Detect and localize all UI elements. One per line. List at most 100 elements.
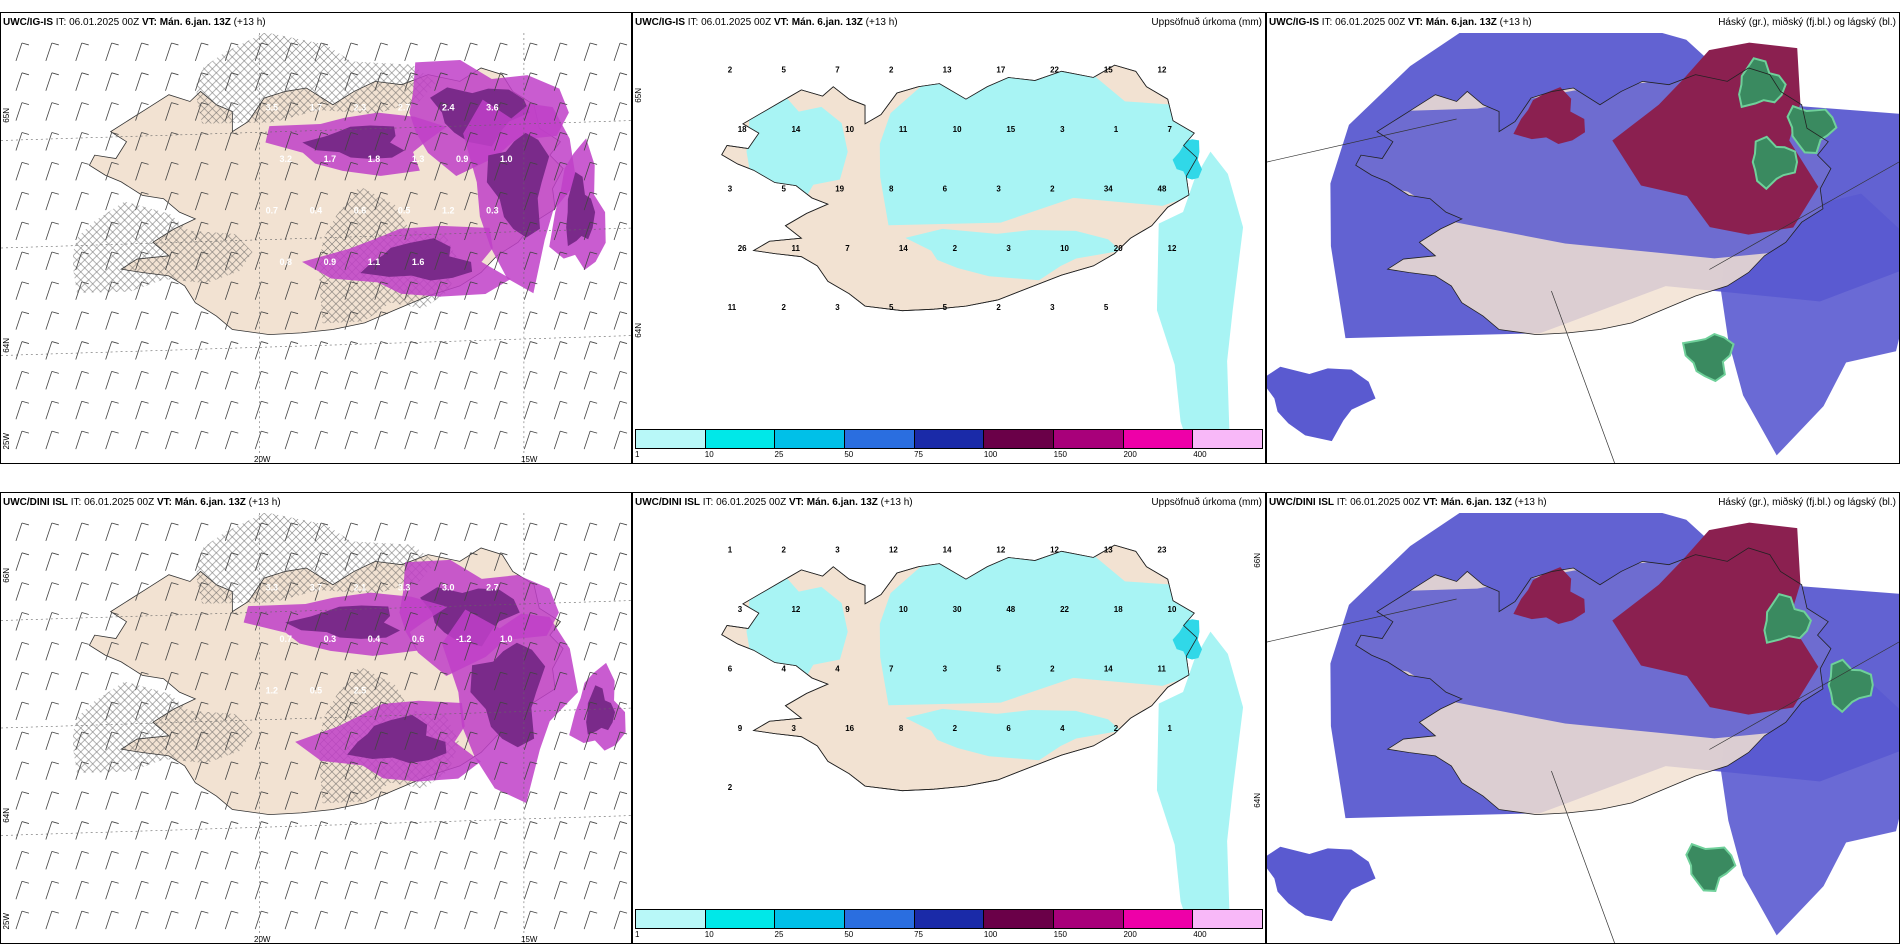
wind-barb [344,522,358,541]
wind-barb [75,430,89,450]
legend-tick-label: 75 [914,450,924,459]
wind-barb [195,582,209,601]
wind-barb [284,72,299,91]
wind-barb [583,880,598,900]
wind-map[interactable]: 3.5 1.7 2.3 2.7 2.4 3.6 3.2 1.7 1.8 1.3 0.9 1.0 0.7 0… [1,33,631,463]
wind-barb [553,701,568,721]
cloud-map[interactable] [1267,33,1899,463]
wind-barb [374,552,388,571]
wind-barb [404,701,418,721]
wind-barb [75,281,89,300]
wind-barb [15,851,30,870]
precip-value-label: 0.9 [456,154,468,164]
wind-barb [15,552,30,571]
legend-tick-label: 150 [1053,450,1068,459]
high-cloud [1827,658,1874,714]
wind-barb [613,701,628,721]
mid-cloud [1513,87,1585,144]
lat-label: 66N [2,568,11,583]
wind-barb [404,851,418,870]
wind-barb [15,400,30,420]
precip-total-label: 4 [782,664,787,673]
wind-barb [135,311,149,330]
panel-ig-is-clouds: UWC/IG-IS IT: 06.01.2025 00Z VT: Mán. 6.… [1266,12,1900,464]
precip-value-label: 3.3 [266,582,278,592]
wind-barb [583,132,598,151]
wind-barb [613,671,628,691]
wind-barb [613,191,628,211]
wind-barb [374,642,388,661]
wind-barb [45,761,59,780]
wind-barb [284,671,299,691]
hatched-area [72,681,253,773]
wind-map[interactable]: 3.3 3.7 2.1 3.3 3.0 2.7 0.7 0.3 0.4 0.6 -1.2 1.0 1.2… [1,513,631,943]
legend-swatch [984,430,1055,448]
wind-barb [135,910,149,930]
precip-value-label: 0.5 [310,686,322,696]
wind-barb [75,910,89,930]
panel-title: Uppsöfnuð úrkoma (mm) [1151,497,1262,508]
legend-swatch [705,430,776,448]
wind-barb [105,910,119,930]
precip-value-label: 2.4 [442,102,454,112]
wind-barb [344,612,358,631]
legend-tick-label: 400 [1193,450,1207,459]
wind-barb [374,102,388,121]
wind-barb [553,311,568,330]
legend-tick-label: 25 [774,930,784,939]
coastline [1355,67,1832,335]
wind-barb [105,851,119,870]
wind-barb [45,552,59,571]
wind-barb [105,821,119,840]
wind-barb [613,341,628,360]
wind-barb [553,72,568,91]
precip-map[interactable]: 1 2 3 12 14 12 12 13 23 3 12 9 10 30 48 22 18 10 6 4 4 7 3 5 2 14… [633,513,1265,909]
wind-barb [613,851,628,870]
wind-barb [374,612,388,631]
wind-barb [254,851,269,870]
precip-value-label: 0.3 [486,206,498,216]
wind-barb [195,371,209,390]
legend-swatch [1054,430,1124,448]
precip-total-label: 9 [845,605,850,614]
precip-value-label: 0.9 [324,257,336,267]
wind-barb [224,281,239,300]
legend-swatch [914,910,985,928]
precip-value-label: 3.2 [280,154,292,164]
low-cloud [1267,366,1376,442]
precip-total-label: 14 [899,244,908,253]
precip-total-label: 5 [943,303,948,312]
precip-total-label: 2 [953,724,958,733]
wind-barb [464,430,478,450]
wind-barb [404,612,418,631]
wind-barb [523,430,538,450]
precip-total-label: 6 [728,664,733,673]
precip-total-label: 3 [728,184,733,193]
precip-map[interactable]: 2 5 7 2 13 17 22 15 12 18 14 10 11 10 15 3 1 7 3 5 19 8 6 3 2 34 4… [633,33,1265,429]
wind-barb [75,72,89,91]
wind-barb [344,731,358,751]
wind-barb [75,221,89,241]
wind-barb [374,72,388,91]
wind-barb [523,221,538,241]
lon-label: 20W [254,935,271,944]
wind-barb [434,251,448,271]
wind-barb [494,880,508,900]
cloud-map[interactable] [1267,513,1899,943]
wind-barb [613,761,628,780]
precip-total-label: 12 [1158,66,1167,75]
panel-title: Háský (gr.), miðský (fj.bl.) og lágský (… [1718,497,1896,508]
wind-barb [75,132,89,151]
precip-value-label: 3.7 [310,582,322,592]
wind-barb [464,671,478,691]
wind-barb [583,400,598,420]
legend-tick-label: 200 [1123,930,1137,939]
precip-value-label: 2.3 [354,102,366,112]
wind-barb [314,162,329,181]
wind-barb [135,102,149,121]
wind-barb [434,371,448,390]
panel-header: UWC/DINI ISL IT: 06.01.2025 00Z VT: Mán.… [1267,493,1899,513]
wind-barb [613,162,628,181]
coastline [1355,547,1832,815]
wind-barb [195,522,209,541]
